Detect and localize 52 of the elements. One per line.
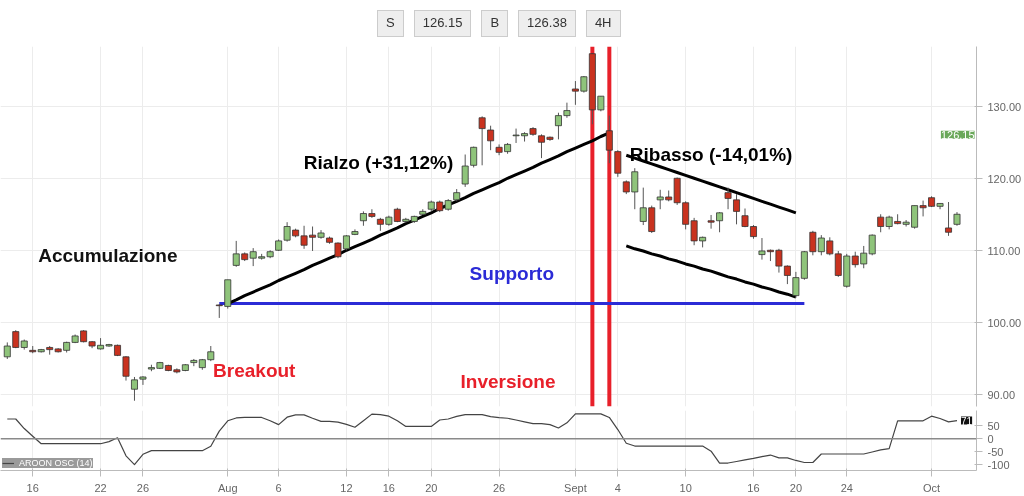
x-tick-label: 10 — [679, 481, 692, 494]
y-tick-label: 0 — [987, 432, 994, 445]
y-tick-label: 130.00 — [987, 100, 1022, 113]
x-tick-label: 26 — [136, 481, 150, 494]
x-tick-label: 26 — [492, 481, 506, 494]
candlestick — [724, 187, 732, 210]
x-tick-label: 12 — [340, 481, 353, 494]
text: 126.15 — [413, 10, 472, 37]
candlestick — [487, 125, 495, 151]
annotation: 126.15 — [940, 128, 975, 141]
x-tick-label: Aug — [217, 481, 238, 494]
y-tick-label: 100.00 — [987, 316, 1022, 329]
y-tick-label: 110.00 — [987, 244, 1021, 257]
x-tick-label: 16 — [26, 481, 39, 494]
annotation: Breakout — [213, 360, 297, 381]
text: 126.38 — [518, 10, 576, 37]
annotation: 71 — [961, 415, 973, 427]
x-tick-label: 20 — [425, 481, 438, 494]
series-label: Rialzo (+31,12%) — [303, 151, 454, 173]
x-tick-label: 4 — [614, 481, 621, 494]
candlestick — [478, 115, 486, 166]
text: B — [481, 10, 509, 37]
y-tick-label: 90.00 — [987, 388, 1016, 401]
y-tick-label: 120.00 — [987, 172, 1022, 185]
candlestick — [945, 201, 952, 237]
x-tick-label: 20 — [789, 481, 803, 494]
candlestick — [131, 376, 138, 402]
y-tick-label: 50 — [987, 419, 1000, 432]
x-tick-label: 16 — [382, 481, 395, 494]
annotation: Accumulazione — [38, 244, 178, 266]
x-tick-label: 16 — [747, 481, 760, 494]
annotation: Inversione — [460, 370, 556, 392]
line-series — [6, 413, 958, 466]
y-tick-label: -50 — [987, 445, 1004, 458]
x-tick-label: Oct — [923, 481, 941, 494]
x-tick-label: 24 — [840, 481, 853, 494]
candlestick — [605, 115, 613, 164]
series-label: Ribasso (-14,01%) — [629, 143, 793, 165]
candlestick — [733, 193, 740, 225]
candlestick — [139, 375, 147, 386]
text: S — [377, 10, 404, 37]
candlestick — [614, 149, 622, 178]
x-tick-label: Sept — [564, 481, 587, 494]
x-tick-label: 22 — [94, 481, 107, 494]
candlestick — [122, 355, 130, 382]
line-series — [624, 244, 798, 299]
y-tick-label: -100 — [987, 458, 1010, 471]
candlestick — [461, 154, 469, 188]
text: 4H — [585, 10, 621, 37]
legend-label: AROON OSC (14) — [19, 458, 93, 468]
series-label: Supporto — [469, 263, 555, 285]
x-tick-label: 6 — [275, 481, 282, 494]
